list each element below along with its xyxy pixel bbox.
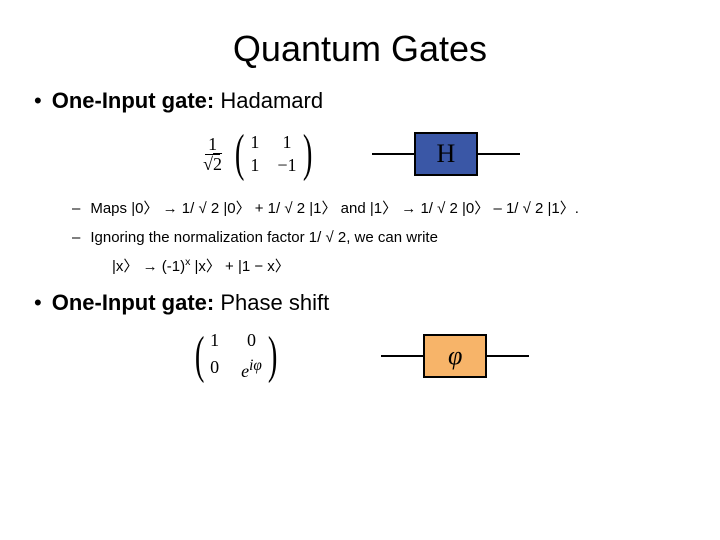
paren-left-icon: ( [235, 128, 245, 180]
sub-line1: Maps |0〉 → 1/ √ 2 |0〉 + 1/ √ 2 |1〉 and |… [90, 200, 579, 217]
m12: 1 [277, 132, 296, 153]
sub-expression: |x〉 → (-1)x |x〉 + |1 − x〉 [0, 255, 720, 276]
p12: 0 [241, 330, 262, 351]
phase-matrix: ( 1 0 0 eiφ ) [191, 330, 281, 382]
expr-a: |x〉 → (-1) [112, 258, 185, 275]
phase-row: ( 1 0 0 eiφ ) φ [0, 330, 720, 382]
wire-right [478, 153, 520, 155]
sub-bullet-1: –Maps |0〉 → 1/ √ 2 |0〉 + 1/ √ 2 |1〉 and … [0, 198, 720, 221]
frac-den: √2 [200, 155, 225, 174]
hadamard-matrix-cells: 1 1 1 −1 [248, 132, 298, 176]
phase-matrix-cells: 1 0 0 eiφ [208, 330, 264, 382]
frac-1-root2: 1 √2 [200, 135, 225, 174]
paren-right-icon: ) [268, 330, 278, 382]
section2-label: Phase shift [214, 290, 329, 315]
dash-icon: – [72, 200, 80, 217]
section1-bold: One-Input gate: [52, 88, 215, 113]
hadamard-row: 1 √2 ( 1 1 1 −1 ) H [0, 128, 720, 180]
m22: −1 [277, 155, 296, 176]
bullet-dot: • [34, 88, 42, 113]
expr-b: |x〉 + |1 − x〉 [190, 258, 290, 275]
paren-left-icon: ( [195, 330, 205, 382]
section2-bold: One-Input gate: [52, 290, 215, 315]
dash-icon: – [72, 229, 80, 246]
wire-left [381, 355, 423, 357]
hadamard-gate-diagram: H [372, 132, 520, 176]
bullet-dot: • [34, 290, 42, 315]
wire-right [487, 355, 529, 357]
hadamard-matrix: 1 √2 ( 1 1 1 −1 ) [200, 128, 316, 180]
p22: eiφ [241, 357, 262, 382]
page-title: Quantum Gates [0, 0, 720, 88]
frac-num: 1 [205, 135, 220, 155]
wire-left [372, 153, 414, 155]
paren-right-icon: ) [302, 128, 312, 180]
m21: 1 [250, 155, 259, 176]
sub-line2: Ignoring the normalization factor 1/ √ 2… [90, 229, 438, 246]
p21: 0 [210, 357, 219, 382]
section2-bullet: • One-Input gate: Phase shift [0, 290, 720, 316]
section1-bullet: • One-Input gate: Hadamard [0, 88, 720, 114]
section1-label: Hadamard [214, 88, 323, 113]
hadamard-gate-box: H [414, 132, 478, 176]
phase-gate-box: φ [423, 334, 487, 378]
p11: 1 [210, 330, 219, 351]
phase-gate-diagram: φ [381, 334, 529, 378]
m11: 1 [250, 132, 259, 153]
sub-bullet-2: –Ignoring the normalization factor 1/ √ … [0, 227, 720, 250]
